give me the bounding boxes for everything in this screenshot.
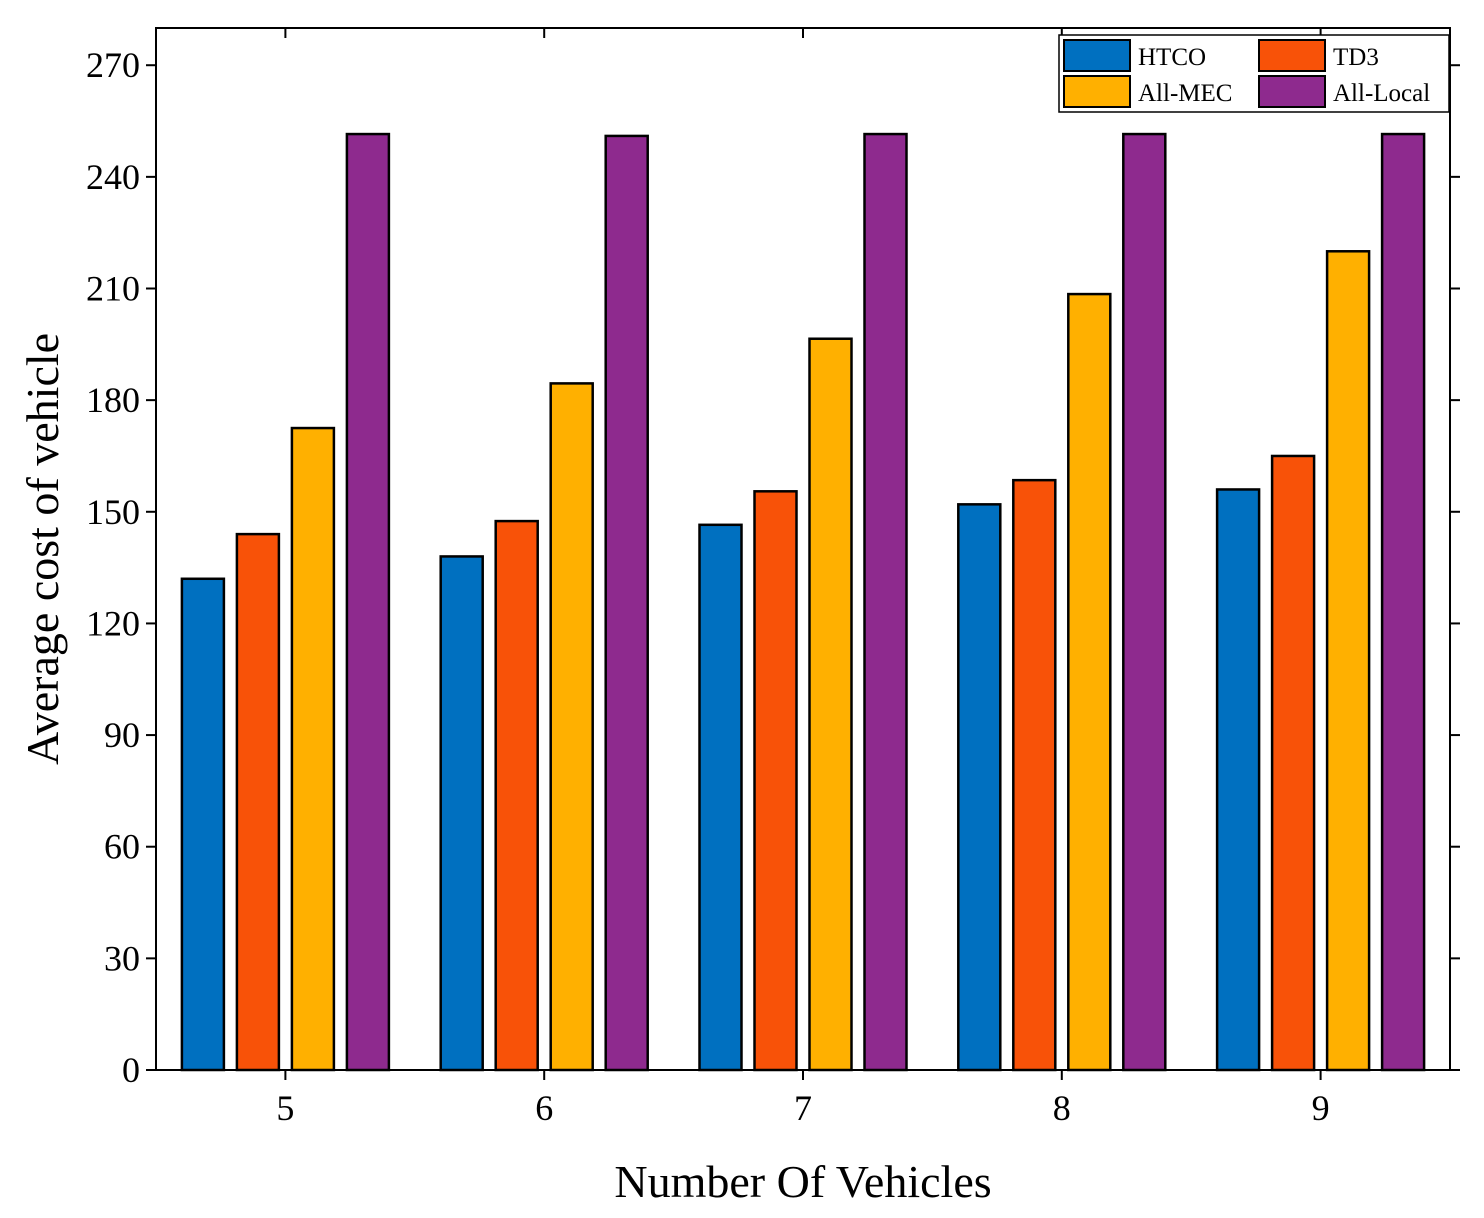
legend-label-htco: HTCO bbox=[1138, 44, 1206, 71]
x-tick-label-5: 5 bbox=[276, 1088, 294, 1128]
y-tick-label-150: 150 bbox=[86, 492, 140, 532]
legend-label-td3: TD3 bbox=[1333, 44, 1379, 71]
axis-ticks bbox=[146, 28, 1460, 1080]
y-tick-label-30: 30 bbox=[104, 938, 140, 978]
y-tick-label-120: 120 bbox=[86, 603, 140, 643]
bar-all-mec-9 bbox=[1325, 250, 1371, 1072]
bar-all-local-5 bbox=[345, 132, 391, 1072]
x-tick-label-8: 8 bbox=[1053, 1088, 1071, 1128]
legend-swatch-all-local bbox=[1258, 75, 1326, 108]
y-tick-label-180: 180 bbox=[86, 380, 140, 420]
x-tick-labels: 5 6 7 8 9 bbox=[276, 1088, 1329, 1128]
y-tick-label-90: 90 bbox=[104, 715, 140, 755]
bars-layer bbox=[180, 132, 1426, 1072]
bar-all-mec-7 bbox=[808, 337, 853, 1072]
x-tick-label-6: 6 bbox=[535, 1088, 553, 1128]
bar-td3-6 bbox=[494, 519, 539, 1072]
x-axis-title: Number Of Vehicles bbox=[614, 1156, 991, 1207]
bar-all-local-8 bbox=[1122, 132, 1167, 1072]
bar-all-local-9 bbox=[1380, 132, 1426, 1072]
bar-all-mec-8 bbox=[1067, 292, 1112, 1072]
y-tick-label-270: 270 bbox=[86, 45, 140, 85]
bar-htco-7 bbox=[698, 523, 743, 1072]
bar-htco-9 bbox=[1215, 488, 1261, 1072]
y-tick-labels: 0 30 60 90 120 150 180 210 240 270 bbox=[86, 45, 140, 1090]
y-tick-label-240: 240 bbox=[86, 157, 140, 197]
bar-td3-9 bbox=[1270, 454, 1316, 1072]
legend-label-all-mec: All-MEC bbox=[1138, 80, 1232, 107]
y-tick-label-60: 60 bbox=[104, 827, 140, 867]
bar-all-mec-6 bbox=[549, 382, 594, 1072]
bar-all-mec-5 bbox=[290, 426, 336, 1072]
bar-td3-5 bbox=[235, 532, 281, 1072]
bar-htco-5 bbox=[180, 577, 226, 1072]
bar-td3-8 bbox=[1012, 478, 1057, 1072]
bar-htco-6 bbox=[439, 555, 484, 1072]
y-tick-label-0: 0 bbox=[122, 1050, 140, 1090]
x-tick-label-7: 7 bbox=[794, 1088, 812, 1128]
bar-td3-7 bbox=[753, 490, 798, 1072]
legend-swatch-htco bbox=[1063, 39, 1131, 72]
legend: HTCO TD3 All-MEC All-Local bbox=[1058, 34, 1450, 113]
y-tick-label-210: 210 bbox=[86, 269, 140, 309]
legend-swatch-td3 bbox=[1258, 39, 1326, 72]
x-tick-label-9: 9 bbox=[1312, 1088, 1330, 1128]
legend-label-all-local: All-Local bbox=[1333, 80, 1430, 107]
bar-all-local-7 bbox=[863, 132, 908, 1072]
y-axis-title: Average cost of vehicle bbox=[17, 333, 68, 765]
bar-htco-8 bbox=[957, 503, 1002, 1072]
bar-all-local-6 bbox=[604, 134, 649, 1072]
legend-swatch-all-mec bbox=[1063, 75, 1131, 108]
